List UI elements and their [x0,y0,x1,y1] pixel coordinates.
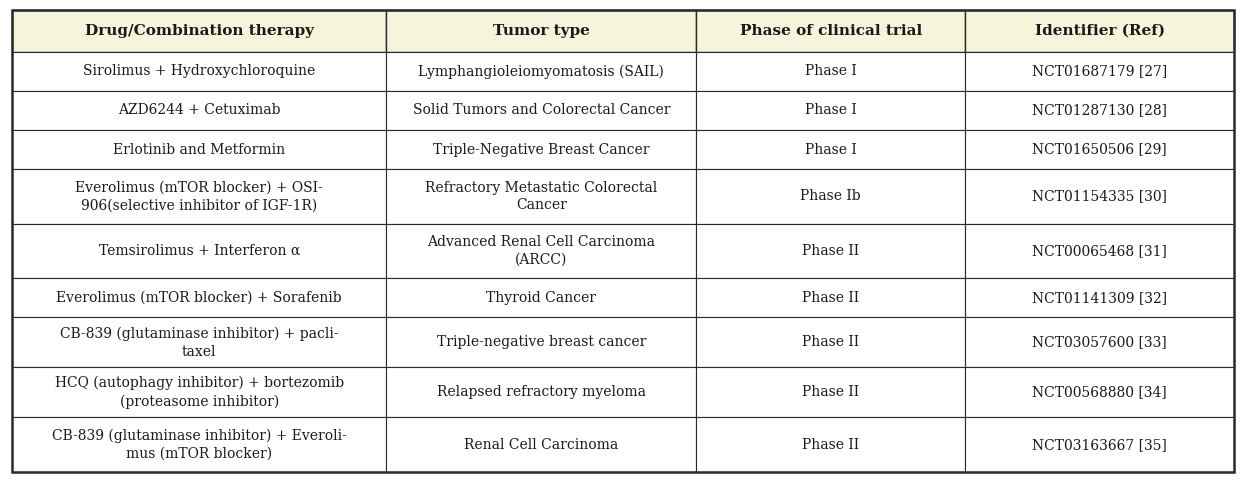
Bar [966,130,1234,169]
Bar [386,367,697,417]
Text: Solid Tumors and Colorectal Cancer: Solid Tumors and Colorectal Cancer [412,104,670,118]
Bar [697,317,966,367]
Bar [386,278,697,317]
Text: Phase II: Phase II [802,244,860,258]
Text: NCT00065468 [31]: NCT00065468 [31] [1032,244,1168,258]
Bar [966,417,1234,472]
Bar [12,10,386,52]
Bar [697,417,966,472]
Text: Refractory Metastatic Colorectal
Cancer: Refractory Metastatic Colorectal Cancer [425,181,658,213]
Text: Relapsed refractory myeloma: Relapsed refractory myeloma [437,386,645,400]
Bar [697,224,966,278]
Bar [966,317,1234,367]
Text: NCT01287130 [28]: NCT01287130 [28] [1032,104,1168,118]
Bar [697,91,966,130]
Text: NCT00568880 [34]: NCT00568880 [34] [1032,386,1168,400]
Bar [386,52,697,91]
Bar [386,317,697,367]
Text: Phase II: Phase II [802,291,860,305]
Text: NCT03163667 [35]: NCT03163667 [35] [1032,438,1168,452]
Bar [386,224,697,278]
Bar [12,169,386,224]
Text: NCT01687179 [27]: NCT01687179 [27] [1032,65,1168,79]
Bar [12,224,386,278]
Bar [12,91,386,130]
Text: Phase I: Phase I [805,143,857,157]
Bar [966,169,1234,224]
Bar [12,130,386,169]
Text: Phase II: Phase II [802,386,860,400]
Bar [697,10,966,52]
Text: Phase Ib: Phase Ib [800,189,861,203]
Text: Tumor type: Tumor type [493,24,589,38]
Text: Sirolimus + Hydroxychloroquine: Sirolimus + Hydroxychloroquine [83,65,315,79]
Bar [12,417,386,472]
Bar [966,52,1234,91]
Text: Phase of clinical trial: Phase of clinical trial [740,24,922,38]
Bar [697,278,966,317]
Text: Drug/Combination therapy: Drug/Combination therapy [85,24,314,38]
Bar [12,278,386,317]
Text: Phase II: Phase II [802,438,860,452]
Bar [966,10,1234,52]
Text: Everolimus (mTOR blocker) + OSI-
906(selective inhibitor of IGF-1R): Everolimus (mTOR blocker) + OSI- 906(sel… [75,181,323,213]
Text: Thyroid Cancer: Thyroid Cancer [486,291,597,305]
Bar [697,52,966,91]
Text: Advanced Renal Cell Carcinoma
(ARCC): Advanced Renal Cell Carcinoma (ARCC) [427,235,655,267]
Bar [386,169,697,224]
Text: NCT01141309 [32]: NCT01141309 [32] [1032,291,1168,305]
Text: NCT01154335 [30]: NCT01154335 [30] [1032,189,1168,203]
Bar [386,417,697,472]
Bar [697,130,966,169]
Text: Phase I: Phase I [805,65,857,79]
Text: Triple-negative breast cancer: Triple-negative breast cancer [436,335,645,349]
Text: CB-839 (glutaminase inhibitor) + Everoli-
mus (mTOR blocker): CB-839 (glutaminase inhibitor) + Everoli… [51,428,346,461]
Bar [386,91,697,130]
Text: Triple-Negative Breast Cancer: Triple-Negative Breast Cancer [434,143,649,157]
Text: Lymphangioleiomyomatosis (SAIL): Lymphangioleiomyomatosis (SAIL) [419,64,664,79]
Bar [966,278,1234,317]
Text: HCQ (autophagy inhibitor) + bortezomib
(proteasome inhibitor): HCQ (autophagy inhibitor) + bortezomib (… [55,376,344,409]
Text: Renal Cell Carcinoma: Renal Cell Carcinoma [465,438,618,452]
Text: Erlotinib and Metformin: Erlotinib and Metformin [113,143,285,157]
Text: Everolimus (mTOR blocker) + Sorafenib: Everolimus (mTOR blocker) + Sorafenib [56,291,341,305]
Bar [697,169,966,224]
Bar [386,10,697,52]
Text: NCT03057600 [33]: NCT03057600 [33] [1032,335,1168,349]
Text: Phase II: Phase II [802,335,860,349]
Bar [966,224,1234,278]
Text: Phase I: Phase I [805,104,857,118]
Bar [12,367,386,417]
Bar [966,91,1234,130]
Text: AZD6244 + Cetuximab: AZD6244 + Cetuximab [118,104,280,118]
Text: NCT01650506 [29]: NCT01650506 [29] [1032,143,1168,157]
Text: Temsirolimus + Interferon α: Temsirolimus + Interferon α [98,244,300,258]
Text: Identifier (Ref): Identifier (Ref) [1034,24,1165,38]
Bar [697,367,966,417]
Bar [386,130,697,169]
Bar [966,367,1234,417]
Text: CB-839 (glutaminase inhibitor) + pacli-
taxel: CB-839 (glutaminase inhibitor) + pacli- … [60,326,339,359]
Bar [12,317,386,367]
Bar [12,52,386,91]
